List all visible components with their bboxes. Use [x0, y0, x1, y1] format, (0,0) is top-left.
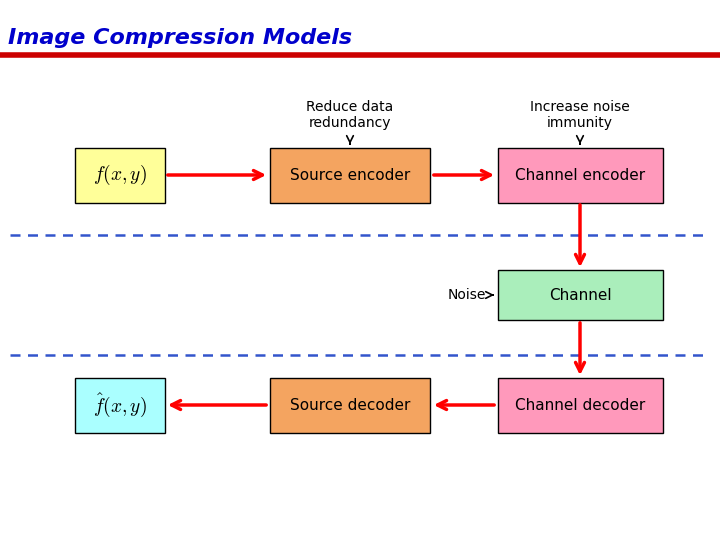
FancyBboxPatch shape [270, 377, 430, 433]
Text: Increase noise
immunity: Increase noise immunity [530, 100, 630, 130]
Text: $\hat{f}(x,y)$: $\hat{f}(x,y)$ [93, 391, 147, 419]
FancyBboxPatch shape [75, 377, 165, 433]
Text: Channel: Channel [549, 287, 611, 302]
Text: Channel decoder: Channel decoder [515, 397, 645, 413]
Text: Image Compression Models: Image Compression Models [8, 28, 352, 48]
FancyBboxPatch shape [498, 270, 662, 320]
FancyBboxPatch shape [75, 147, 165, 202]
FancyBboxPatch shape [270, 147, 430, 202]
Text: Source encoder: Source encoder [290, 167, 410, 183]
Text: Channel encoder: Channel encoder [515, 167, 645, 183]
Text: Noise: Noise [448, 288, 486, 302]
Text: Reduce data
redundancy: Reduce data redundancy [307, 100, 394, 130]
Text: Source decoder: Source decoder [290, 397, 410, 413]
Text: $f(x,y)$: $f(x,y)$ [93, 163, 147, 187]
FancyBboxPatch shape [498, 147, 662, 202]
FancyBboxPatch shape [498, 377, 662, 433]
